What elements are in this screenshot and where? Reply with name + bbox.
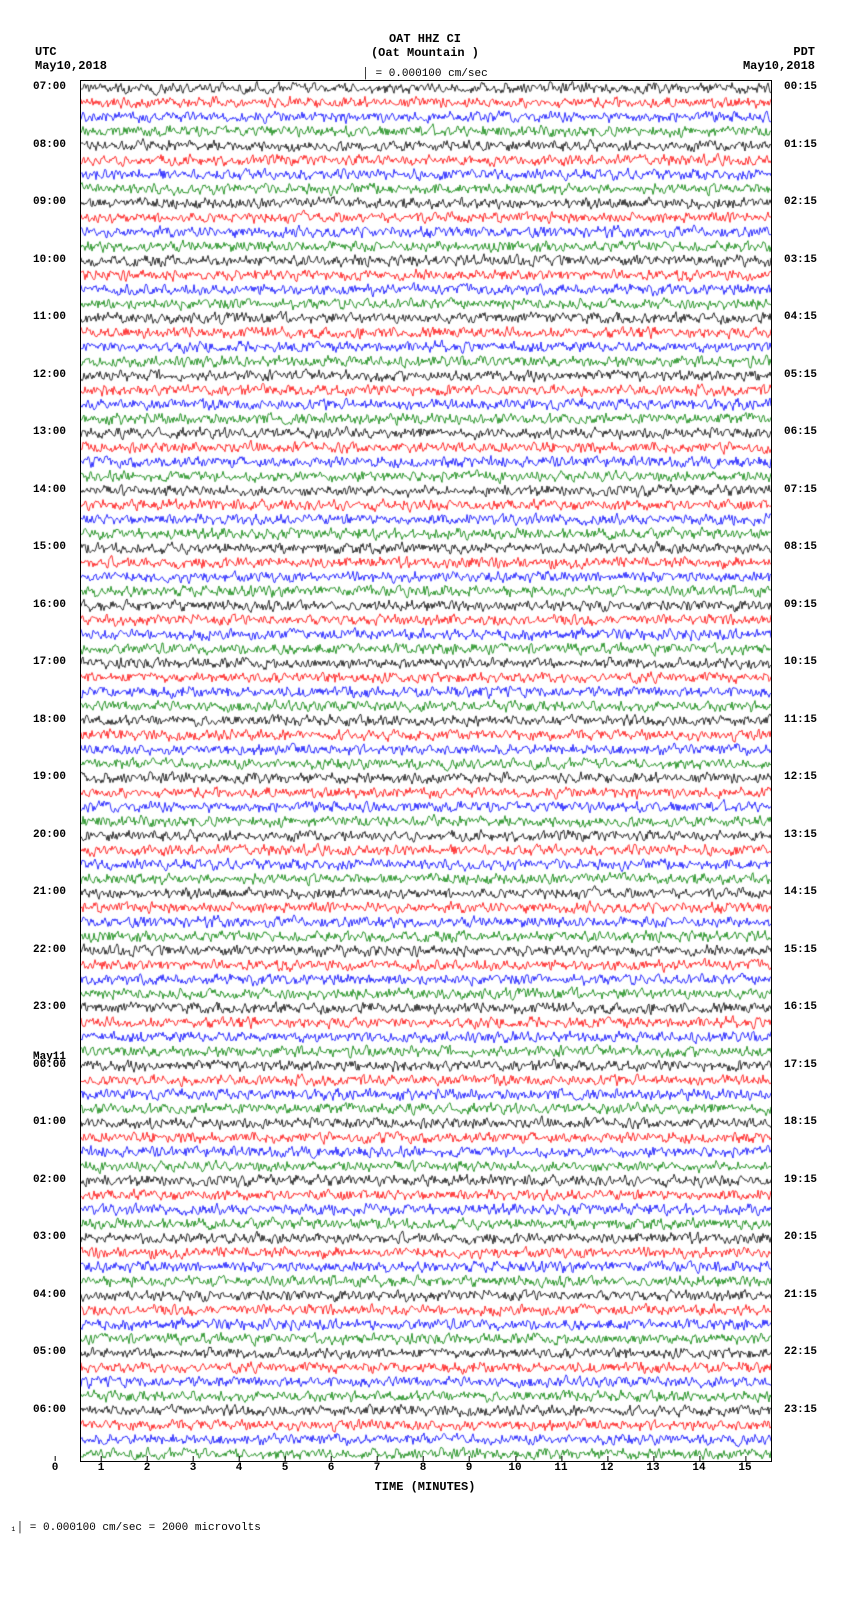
pdt-hour-label: 22:15: [784, 1346, 817, 1358]
utc-hour-label: 02:00: [33, 1174, 66, 1186]
date-left: May10,2018: [35, 59, 107, 73]
header-left: UTC May10,2018: [35, 45, 107, 73]
utc-hour-label: 09:00: [33, 196, 66, 208]
x-tick: 4: [236, 1462, 243, 1474]
pdt-hour-label: 06:15: [784, 426, 817, 438]
x-tick: 7: [374, 1462, 381, 1474]
utc-hour-label: 12:00: [33, 369, 66, 381]
pdt-hour-label: 17:15: [784, 1059, 817, 1071]
utc-hour-label: 15:00: [33, 541, 66, 553]
x-tick: 5: [282, 1462, 289, 1474]
utc-hour-label: 23:00: [33, 1001, 66, 1013]
x-tick: 11: [554, 1462, 567, 1474]
x-tick: 2: [144, 1462, 151, 1474]
pdt-hour-label: 02:15: [784, 196, 817, 208]
utc-hour-label: 19:00: [33, 771, 66, 783]
utc-hour-label: 10:00: [33, 254, 66, 266]
utc-hour-label: 20:00: [33, 829, 66, 841]
pdt-hour-label: 21:15: [784, 1289, 817, 1301]
x-tick: 6: [328, 1462, 335, 1474]
x-tick: 12: [600, 1462, 613, 1474]
date-right: May10,2018: [743, 59, 815, 73]
x-tick: 10: [508, 1462, 521, 1474]
helicorder-plot: 07:00 08:00 09:00 10:00 11:00 12:00 13:00 14:00…: [35, 80, 815, 1462]
pdt-hour-label: 03:15: [784, 254, 817, 266]
utc-hour-label: 08:00: [33, 139, 66, 151]
pdt-hour-label: 01:15: [784, 139, 817, 151]
pdt-hour-label: 00:15: [784, 81, 817, 93]
helicorder-canvas: [80, 80, 772, 1462]
pdt-hour-label: 10:15: [784, 656, 817, 668]
header-right: PDT May10,2018: [743, 45, 815, 73]
utc-hour-label: 22:00: [33, 944, 66, 956]
pdt-hour-label: 12:15: [784, 771, 817, 783]
utc-hour-label: 13:00: [33, 426, 66, 438]
pdt-hour-label: 23:15: [784, 1404, 817, 1416]
utc-hour-label: 03:00: [33, 1231, 66, 1243]
pdt-hour-label: 16:15: [784, 1001, 817, 1013]
x-tick: 14: [692, 1462, 705, 1474]
x-tick: 13: [646, 1462, 659, 1474]
pdt-hour-label: 18:15: [784, 1116, 817, 1128]
x-tick: 9: [466, 1462, 473, 1474]
pdt-hour-label: 14:15: [784, 886, 817, 898]
utc-hour-label: 18:00: [33, 714, 66, 726]
utc-hour-label: 21:00: [33, 886, 66, 898]
x-tick: 0: [52, 1462, 59, 1474]
header: UTC May10,2018 OAT HHZ CI (Oat Mountain …: [35, 10, 815, 80]
tz-left: UTC: [35, 45, 107, 59]
utc-hour-label: 06:00: [33, 1404, 66, 1416]
utc-hour-label: 05:00: [33, 1346, 66, 1358]
pdt-hour-label: 09:15: [784, 599, 817, 611]
utc-hour-label: 01:00: [33, 1116, 66, 1128]
pdt-hour-label: 05:15: [784, 369, 817, 381]
footer-scale: ₁│ = 0.000100 cm/sec = 2000 microvolts: [10, 1522, 840, 1534]
x-tick: 1: [98, 1462, 105, 1474]
x-axis-label: TIME (MINUTES): [375, 1480, 476, 1494]
x-tick: 3: [190, 1462, 197, 1474]
x-tick: 8: [420, 1462, 427, 1474]
utc-hour-label: 14:00: [33, 484, 66, 496]
canvas-wrap: [80, 80, 770, 1462]
header-center: OAT HHZ CI (Oat Mountain ): [371, 32, 479, 60]
pdt-hour-label: 20:15: [784, 1231, 817, 1243]
utc-hour-label: 00:00: [33, 1059, 66, 1071]
pdt-hour-label: 08:15: [784, 541, 817, 553]
utc-hour-label: 17:00: [33, 656, 66, 668]
utc-hour-label: 16:00: [33, 599, 66, 611]
pdt-hour-label: 19:15: [784, 1174, 817, 1186]
pdt-hour-label: 07:15: [784, 484, 817, 496]
pdt-hour-label: 04:15: [784, 311, 817, 323]
tz-right: PDT: [743, 45, 815, 59]
x-axis: TIME (MINUTES) 0123456789101112131415: [55, 1462, 795, 1502]
pdt-hour-label: 15:15: [784, 944, 817, 956]
x-tick: 15: [738, 1462, 751, 1474]
utc-hour-label: 11:00: [33, 311, 66, 323]
utc-hour-label: 07:00: [33, 81, 66, 93]
utc-hour-label: 04:00: [33, 1289, 66, 1301]
scale-note: │ = 0.000100 cm/sec: [362, 68, 487, 80]
pdt-hour-label: 11:15: [784, 714, 817, 726]
pdt-hour-label: 13:15: [784, 829, 817, 841]
